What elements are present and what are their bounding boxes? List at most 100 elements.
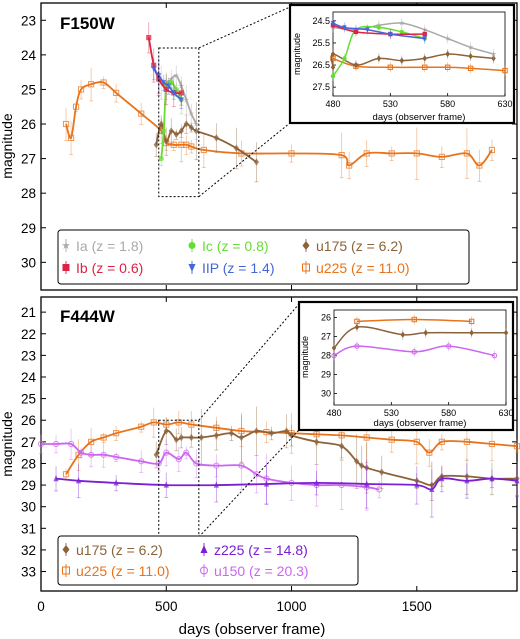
inset-x-tick-label: 480 xyxy=(326,408,341,418)
legend-label: u225 (z = 11.0) xyxy=(316,260,410,276)
y-tick-label: 24 xyxy=(21,48,37,63)
legend-marker xyxy=(200,545,208,553)
series-line xyxy=(41,442,380,491)
inset-series-line xyxy=(330,53,494,68)
zoom-indicator xyxy=(158,6,291,198)
series-layer xyxy=(37,406,520,518)
x-tick-label: 1000 xyxy=(277,599,307,614)
data-point xyxy=(77,86,85,93)
inset-y-tick-label: 30 xyxy=(321,389,331,399)
y-tick-label: 28 xyxy=(21,186,36,201)
inset-x-tick-label: 580 xyxy=(441,408,456,418)
panel-title: F150W xyxy=(60,14,116,33)
x-tick-label: 0 xyxy=(37,599,45,614)
y-tick-label: 25 xyxy=(21,82,36,97)
inset-x-label: days (observer frame) xyxy=(373,112,466,123)
legend: Ia (z = 1.8) Ic (z = 0.8) u175 (z = 6.2) Ib… xyxy=(57,229,470,285)
inset-y-tick-label: 27.5 xyxy=(312,82,330,92)
legend-label: u225 (z = 11.0) xyxy=(76,563,170,579)
legend-label: u175 (z = 6.2) xyxy=(76,542,163,558)
legend-label: Ic (z = 0.8) xyxy=(202,238,269,254)
inset-series-line xyxy=(332,22,425,40)
y-tick-label: 28 xyxy=(21,456,36,471)
legend-entry: z225 (z = 14.8) xyxy=(200,542,308,558)
legend-marker xyxy=(62,264,70,271)
legend-frame xyxy=(57,535,359,586)
y-tick-label: 23 xyxy=(21,348,36,363)
inset-zoom-plot: 480 530 580 630 26 27 28 29 30 days (observer fr… xyxy=(297,300,515,432)
y-tick-label: 32 xyxy=(21,543,36,558)
legend-marker xyxy=(302,263,310,272)
legend-entry: IIP (z = 1.4) xyxy=(188,260,275,276)
legend-frame xyxy=(57,229,470,285)
x-tick-label: 1500 xyxy=(402,599,432,614)
panel-f444w: F444W 21 22 23 24 25 26 27 28 29 30 31 32 33 magnitu… xyxy=(0,296,520,592)
series-1 xyxy=(153,406,520,501)
y-axis-label: magnitude xyxy=(0,113,15,179)
inset-series xyxy=(330,18,508,82)
series-line xyxy=(160,80,183,159)
series-3 xyxy=(53,459,520,518)
inset-x-tick-label: 530 xyxy=(384,408,399,418)
legend-marker xyxy=(62,566,70,575)
inset-series-0 xyxy=(354,314,475,327)
inset-y-tick-label: 24.5 xyxy=(312,16,330,26)
legend-entry: u225 (z = 11.0) xyxy=(62,563,170,579)
y-tick-label: 30 xyxy=(21,500,36,515)
series-layer xyxy=(62,22,496,183)
series-1 xyxy=(153,102,260,183)
legend-entry: Ia (z = 1.8) xyxy=(61,238,143,254)
inset-y-tick-label: 29 xyxy=(321,370,331,380)
inset-x-tick-label: 530 xyxy=(383,99,398,109)
y-tick-label: 29 xyxy=(21,221,36,236)
data-point xyxy=(183,449,190,456)
inset-x-label: days (observer frame) xyxy=(374,418,467,429)
legend-marker xyxy=(61,241,71,249)
inset-ticks: 480 530 580 630 26 27 28 29 30 xyxy=(321,313,514,418)
data-point xyxy=(476,162,483,169)
inset-y-tick-label: 27 xyxy=(321,332,331,342)
inset-data-point xyxy=(331,352,337,359)
legend-label: u150 (z = 20.3) xyxy=(214,563,309,579)
zoom-connector xyxy=(198,303,300,421)
data-point xyxy=(88,438,95,445)
legend-label: u175 (z = 6.2) xyxy=(316,238,403,254)
data-point xyxy=(158,156,164,162)
y-tick-label: 23 xyxy=(21,13,36,28)
y-tick-label: 31 xyxy=(21,521,36,536)
inset-frame xyxy=(297,300,515,432)
y-tick-label: 30 xyxy=(21,255,36,270)
inset-series-line xyxy=(332,24,425,36)
legend-label: IIP (z = 1.4) xyxy=(202,260,275,276)
inset-x-tick-label: 480 xyxy=(325,99,340,109)
zoom-box xyxy=(158,47,200,198)
series-line xyxy=(65,81,493,167)
series-line xyxy=(152,68,182,101)
data-point xyxy=(488,146,496,154)
data-point xyxy=(138,110,145,117)
zoom-connector xyxy=(198,429,300,538)
inset-series-line xyxy=(356,318,472,323)
x-tick-label: 500 xyxy=(155,599,178,614)
legend-marker xyxy=(200,566,208,575)
y-axis-ticks: 23 24 25 26 27 28 29 30 xyxy=(21,3,517,290)
data-point xyxy=(426,449,433,456)
inset-y-tick-label: 26.5 xyxy=(312,60,330,70)
legend-label: z225 (z = 14.8) xyxy=(214,542,308,558)
inset-series-line xyxy=(333,345,495,357)
y-tick-label: 26 xyxy=(21,117,36,132)
legend-entry: u175 (z = 6.2) xyxy=(302,238,403,254)
data-point xyxy=(146,34,152,41)
inset-y-tick-label: 26 xyxy=(321,313,331,323)
series-line xyxy=(55,477,518,491)
legend-marker xyxy=(188,242,196,249)
data-point xyxy=(77,449,85,456)
inset-series-5 xyxy=(330,18,427,44)
zoom-connector xyxy=(198,122,291,198)
legend: u175 (z = 6.2) z225 (z = 14.8) u225 (z = 1… xyxy=(57,535,359,586)
y-tick-label: 22 xyxy=(21,327,36,342)
y-tick-label: 27 xyxy=(21,435,36,450)
inset-zoom-plot: 480 530 580 630 24.5 25.5 26.5 27.5 days (obser… xyxy=(288,3,516,125)
legend-entry: Ib (z = 0.6) xyxy=(62,260,143,276)
